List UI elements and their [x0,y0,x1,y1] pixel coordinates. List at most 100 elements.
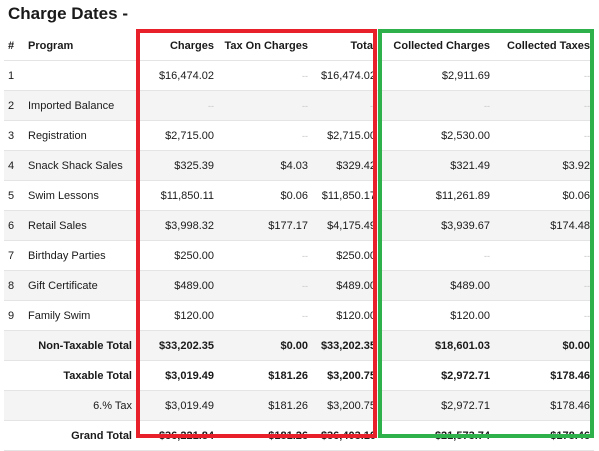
total-row: Grand Total $36,221.84 $181.26 $36,403.10 $2… [4,420,594,451]
collected-taxes-value: $3.92 [494,150,594,181]
collected-taxes-value: $178.46 [494,420,594,451]
row-index: 6 [4,210,24,241]
row-index: 9 [4,300,24,331]
total-row: 6.% Tax $3,019.49 $181.26 $3,200.75 $2,972.7… [4,390,594,421]
row-index: 7 [4,240,24,271]
table-row[interactable]: 6 Retail Sales $3,998.32 $177.17 $4,175.49 $3… [4,210,594,241]
total-value: $3,200.75 [312,360,380,391]
program-name: Imported Balance [24,90,138,121]
total-row: Taxable Total $3,019.49 $181.26 $3,200.75 $2… [4,360,594,391]
table-row[interactable]: 3 Registration $2,715.00 -- $2,715.00 $2,530.… [4,120,594,151]
collected-taxes-value: -- [494,300,594,331]
program-name [24,60,138,91]
total-label: Taxable Total [24,360,138,391]
collected-charges-value: $18,601.03 [380,330,494,361]
row-index: 5 [4,180,24,211]
total-value: $489.00 [312,270,380,301]
collected-charges-value: $2,530.00 [380,120,494,151]
collected-charges-value: $120.00 [380,300,494,331]
column-header-collected-charges[interactable]: Collected Charges [380,31,494,61]
total-value: $250.00 [312,240,380,271]
tax-on-charges-value: $0.00 [218,330,312,361]
total-row-spacer [4,390,24,421]
column-header-index[interactable]: # [4,31,24,61]
column-header-collected-taxes[interactable]: Collected Taxes [494,31,594,61]
tax-on-charges-value: -- [218,240,312,271]
tax-on-charges-value: $0.06 [218,180,312,211]
column-header-charges[interactable]: Charges [138,31,218,61]
column-header-tax-on-charges[interactable]: Tax On Charges [218,31,312,61]
collected-charges-value: $489.00 [380,270,494,301]
collected-taxes-value: $0.06 [494,180,594,211]
table-row[interactable]: 9 Family Swim $120.00 -- $120.00 $120.00 -- [4,300,594,331]
tax-on-charges-value: $181.26 [218,420,312,451]
table-row[interactable]: 2 Imported Balance -- -- -- -- -- [4,90,594,121]
tax-on-charges-value: $181.26 [218,360,312,391]
total-label: 6.% Tax [24,390,138,421]
row-index: 4 [4,150,24,181]
total-value: $11,850.17 [312,180,380,211]
total-value: -- [312,90,380,121]
charge-dates-table: # Program Charges Tax On Charges Total C… [4,31,594,451]
charges-value: $16,474.02 [138,60,218,91]
column-header-program[interactable]: Program [24,31,138,61]
collected-charges-value: $2,911.69 [380,60,494,91]
table-row[interactable]: 8 Gift Certificate $489.00 -- $489.00 $489.00… [4,270,594,301]
tax-on-charges-value: -- [218,120,312,151]
tax-on-charges-value: -- [218,60,312,91]
collected-taxes-value: -- [494,270,594,301]
row-index: 2 [4,90,24,121]
charges-value: $2,715.00 [138,120,218,151]
page-title: Charge Dates - [8,4,128,23]
collected-taxes-value: -- [494,90,594,121]
program-name: Birthday Parties [24,240,138,271]
tax-on-charges-value: -- [218,270,312,301]
column-header-total[interactable]: Total [312,31,380,61]
collected-taxes-value: $0.00 [494,330,594,361]
collected-taxes-value: $178.46 [494,390,594,421]
table-row[interactable]: 7 Birthday Parties $250.00 -- $250.00 -- -- [4,240,594,271]
tax-on-charges-value: -- [218,90,312,121]
collected-charges-value: $2,972.71 [380,390,494,421]
charges-value: $489.00 [138,270,218,301]
tax-on-charges-value: $177.17 [218,210,312,241]
header-row: # Program Charges Tax On Charges Total C… [4,31,594,61]
total-value: $33,202.35 [312,330,380,361]
tax-on-charges-value: $4.03 [218,150,312,181]
charges-value: $325.39 [138,150,218,181]
row-index: 1 [4,60,24,91]
charges-value: $33,202.35 [138,330,218,361]
total-row: Non-Taxable Total $33,202.35 $0.00 $33,202.… [4,330,594,361]
program-name: Family Swim [24,300,138,331]
total-label: Non-Taxable Total [24,330,138,361]
program-name: Swim Lessons [24,180,138,211]
collected-charges-value: $2,972.71 [380,360,494,391]
total-label: Grand Total [24,420,138,451]
program-name: Registration [24,120,138,151]
total-value: $36,403.10 [312,420,380,451]
program-name: Retail Sales [24,210,138,241]
total-value: $120.00 [312,300,380,331]
collected-charges-value: $321.49 [380,150,494,181]
table-row[interactable]: 5 Swim Lessons $11,850.11 $0.06 $11,850.17 $1… [4,180,594,211]
collected-taxes-value: -- [494,240,594,271]
collected-charges-value: -- [380,90,494,121]
row-index: 3 [4,120,24,151]
collected-taxes-value: -- [494,60,594,91]
collected-taxes-value: $178.46 [494,360,594,391]
charges-value: -- [138,90,218,121]
table-row[interactable]: 1 $16,474.02 -- $16,474.02 $2,911.69 -- [4,60,594,91]
total-row-spacer [4,330,24,361]
collected-charges-value: -- [380,240,494,271]
tax-on-charges-value: $181.26 [218,390,312,421]
collected-charges-value: $3,939.67 [380,210,494,241]
table-row[interactable]: 4 Snack Shack Sales $325.39 $4.03 $329.42 $32… [4,150,594,181]
charges-value: $3,019.49 [138,390,218,421]
charges-value: $36,221.84 [138,420,218,451]
charges-value: $11,850.11 [138,180,218,211]
charges-value: $3,019.49 [138,360,218,391]
total-value: $3,200.75 [312,390,380,421]
total-row-spacer [4,420,24,451]
program-name: Snack Shack Sales [24,150,138,181]
total-value: $4,175.49 [312,210,380,241]
